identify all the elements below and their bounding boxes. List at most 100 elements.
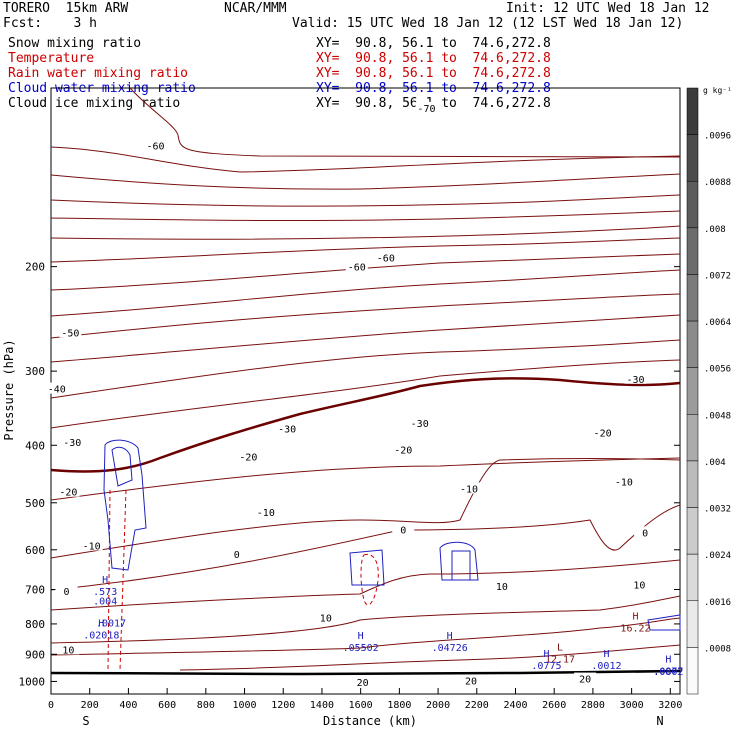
isotherm-label: 20 [465, 677, 477, 688]
isotherms [50, 87, 681, 671]
colorbar-label: .008 [704, 225, 726, 235]
cloud-blob-2060 [439, 541, 479, 581]
rain-shaft-1 [107, 489, 111, 671]
isotherm-label-bg [458, 482, 481, 494]
extremum-marker: H [543, 649, 549, 660]
isotherm-minus30 [50, 237, 681, 263]
isotherm-20c [50, 617, 681, 656]
isotherm-label: -10 [83, 541, 101, 552]
isotherm-label: 0 [400, 526, 406, 537]
isotherm-label: 20 [579, 675, 591, 686]
isotherm-label-bg [345, 260, 368, 272]
extremum-value: .573 [93, 587, 117, 598]
x-tick-label: 1800 [387, 700, 411, 711]
colorbar-label: .0016 [704, 598, 731, 608]
isotherm-label: 0 [642, 528, 648, 539]
extremum-value: .05502 [343, 643, 379, 654]
colorbar-swatch [686, 227, 699, 275]
isotherm-label: -10 [257, 508, 275, 519]
cloud-blob-west-inner [111, 446, 133, 487]
isotherm-minus50 [50, 194, 681, 207]
isotherm-20d [179, 644, 681, 671]
cloud-water-contours [103, 439, 681, 631]
isotherm-label: -30 [278, 425, 296, 436]
isotherm-label: -20 [394, 446, 412, 457]
isotherm-label-bg [45, 382, 68, 394]
colorbar-unit: g kg⁻¹ [703, 86, 732, 95]
isotherm-label-bg [314, 611, 337, 623]
field-cloud-ice-range: XY= 90.8, 56.1 to 74.6,272.8 [316, 96, 551, 111]
x-tick-label: 2400 [503, 700, 527, 711]
y-tick-label: 600 [25, 544, 45, 557]
isotherm-10 [50, 457, 681, 501]
isotherm-label: 10 [633, 581, 645, 592]
extremum-value: .0012 [591, 661, 621, 672]
isotherm-10c [50, 504, 681, 591]
x-tick-label: 600 [158, 700, 176, 711]
colorbar-label: .0032 [704, 505, 731, 515]
isotherm-label-bg [634, 526, 657, 538]
valid-time: Valid: 15 UTC Wed 18 Jan 12 (12 LST Wed … [292, 16, 684, 31]
isotherm-minus10b [50, 339, 681, 399]
isotherm-label-bg [57, 643, 80, 655]
isotherm-label: -30 [626, 375, 644, 386]
isotherm-label-bg [392, 443, 415, 455]
colorbar-swatch [686, 367, 699, 415]
cloud-blob-east [647, 614, 681, 631]
colorbar-swatch [686, 180, 699, 229]
x-tick-label: 2600 [542, 700, 566, 711]
colorbar-swatch [686, 87, 699, 135]
extremum-marker: H [665, 654, 671, 665]
isotherm-label-bg [459, 674, 482, 686]
isotherm-label: 0 [234, 550, 240, 561]
ground-line [50, 669, 681, 676]
colorbar-swatch [686, 320, 699, 368]
isotherm-label: -10 [615, 477, 633, 488]
isotherm-label: -20 [239, 453, 257, 464]
isotherm-10b [50, 458, 681, 559]
isotherm-label: -60 [146, 142, 164, 153]
colorbar-label: .0064 [704, 318, 731, 328]
extremum-value: 12.17 [545, 655, 575, 666]
extremum-value: .02018 [83, 630, 119, 641]
rain-blob-1650 [360, 553, 379, 606]
y-tick-label: 500 [25, 497, 45, 510]
x-tick-label: 2800 [581, 700, 605, 711]
y-tick-label: 900 [25, 648, 45, 661]
forecast-hour: Fcst: 3 h [3, 16, 97, 31]
isotherm-label: 10 [320, 613, 332, 624]
field-rain-range: XY= 90.8, 56.1 to 74.6,272.8 [316, 66, 551, 81]
extremum-marker: H [102, 575, 108, 586]
isotherm-label-bg [392, 523, 415, 535]
isotherm-0-upper [50, 359, 681, 429]
field-temperature-range: XY= 90.8, 56.1 to 74.6,272.8 [316, 51, 551, 66]
isotherm-label: -50 [61, 328, 79, 339]
rain-shaft-2 [119, 489, 127, 671]
isotherm-label-bg [276, 422, 299, 434]
isotherm-label-bg [80, 539, 103, 551]
colorbar-label: .0024 [704, 551, 731, 561]
isotherm-20b [50, 595, 681, 644]
org-title: NCAR/MMM [224, 1, 287, 16]
init-time: Init: 12 UTC Wed 18 Jan 12 [506, 1, 710, 16]
isotherm-label-bg [237, 450, 260, 462]
cloud-blob-west [103, 439, 147, 571]
field-snow: Snow mixing ratio [8, 36, 142, 51]
extremum-value: .0775 [531, 661, 561, 672]
colorbar-label: .0088 [704, 178, 731, 188]
isotherm-minus20 [50, 269, 681, 317]
isotherm-label-bg [225, 548, 248, 560]
isotherm-label: -20 [59, 488, 77, 499]
y-tick-label: 200 [25, 261, 45, 274]
extremum-marker: H [98, 618, 104, 629]
north-label: N [656, 714, 663, 728]
isotherm-label-bg [57, 485, 80, 497]
isotherm-label-bg [574, 672, 597, 684]
isotherm-label-bg [408, 417, 431, 429]
isotherm-minus50b [50, 210, 681, 222]
isotherm-minus30b [50, 253, 681, 291]
x-tick-label: 0 [48, 700, 54, 711]
colorbar-swatch [686, 274, 699, 322]
field-cloud-ice: Cloud ice mixing ratio [8, 96, 181, 111]
